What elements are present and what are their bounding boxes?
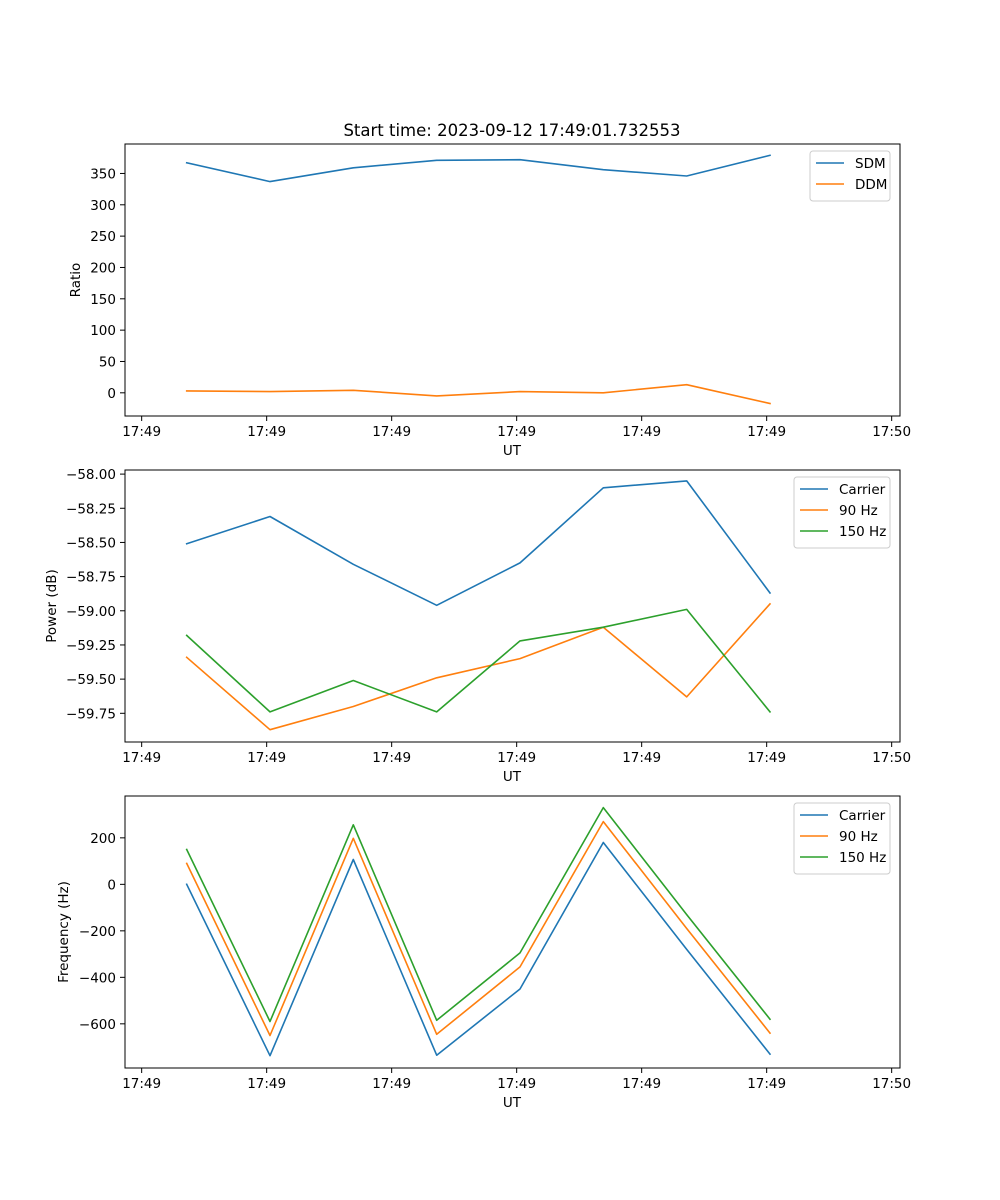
y-tick-label: 200: [90, 831, 116, 847]
series-line-ddm: [185, 383, 771, 405]
series-line-sdm: [185, 154, 771, 183]
y-tick-label: −58.75: [66, 570, 116, 586]
figure-title: Start time: 2023-09-12 17:49:01.732553: [343, 121, 680, 140]
y-tick-label: 0: [107, 877, 116, 893]
y-tick-label: −600: [79, 1017, 116, 1033]
legend-label: Carrier: [839, 482, 886, 498]
x-tick-label: 17:49: [747, 424, 786, 440]
legend-label: SDM: [855, 156, 886, 172]
x-tick-label: 17:49: [497, 750, 536, 766]
y-tick-label: −59.75: [66, 706, 116, 722]
y-tick-label: −59.00: [66, 604, 116, 620]
series-line-90-hz: [185, 820, 772, 1037]
y-tick-label: 350: [90, 166, 116, 182]
x-tick-label: 17:49: [122, 750, 161, 766]
legend: Carrier 90 Hz 150 Hz: [793, 476, 891, 549]
y-tick-label: −58.50: [66, 535, 116, 551]
x-tick-label: 17:49: [372, 750, 411, 766]
x-tick-label: 17:49: [122, 1076, 161, 1092]
x-tick-label: 17:49: [622, 424, 661, 440]
y-tick-label: 250: [90, 229, 116, 245]
series-line-150-hz: [185, 608, 772, 714]
y-tick-label: 150: [90, 292, 116, 308]
y-tick-label: −200: [79, 924, 116, 940]
legend-label: 90 Hz: [839, 829, 878, 845]
legend: SDM DDM: [809, 150, 891, 202]
y-tick-label: 100: [90, 323, 116, 339]
y-axis-label: Ratio: [68, 263, 84, 298]
axes-frame: [124, 469, 901, 743]
legend: Carrier 90 Hz 150 Hz: [793, 802, 891, 875]
y-tick-label: −59.25: [66, 638, 116, 654]
y-tick-label: 0: [107, 386, 116, 402]
x-tick-label: 17:50: [872, 1076, 911, 1092]
y-tick-label: 50: [99, 354, 116, 370]
y-tick-label: 200: [90, 260, 116, 276]
y-axis-label: Power (dB): [44, 569, 60, 642]
x-tick-label: 17:49: [622, 750, 661, 766]
x-tick-label: 17:50: [872, 750, 911, 766]
y-tick-label: −58.00: [66, 467, 116, 483]
x-tick-label: 17:49: [497, 424, 536, 440]
x-axis-label: UT: [503, 443, 522, 459]
axes-frame: [124, 795, 901, 1069]
series-line-150-hz: [185, 806, 772, 1023]
x-tick-label: 17:49: [747, 750, 786, 766]
legend-label: Carrier: [839, 808, 886, 824]
x-tick-label: 17:49: [247, 750, 286, 766]
x-tick-label: 17:49: [372, 424, 411, 440]
series-line-90-hz: [185, 602, 772, 731]
legend-label: 150 Hz: [839, 524, 886, 540]
series-line-carrier: [185, 841, 772, 1057]
x-tick-label: 17:49: [497, 1076, 536, 1092]
y-tick-label: 300: [90, 198, 116, 214]
x-tick-label: 17:49: [122, 424, 161, 440]
legend-label: 90 Hz: [839, 503, 878, 519]
x-tick-label: 17:49: [622, 1076, 661, 1092]
x-axis-label: UT: [503, 769, 522, 785]
y-tick-label: −400: [79, 970, 116, 986]
y-tick-label: −59.50: [66, 672, 116, 688]
chart-panel-1: 17:49 17:49 17:49 17:49 17:49 17:49 17:50 0 50 10…: [68, 143, 911, 459]
y-axis-label: Frequency (Hz): [56, 881, 72, 983]
y-tick-label: −58.25: [66, 501, 116, 517]
x-tick-label: 17:49: [372, 1076, 411, 1092]
x-tick-label: 17:49: [747, 1076, 786, 1092]
chart-panel-2: 17:49 17:49 17:49 17:49 17:49 17:49 17:50 −59.7…: [44, 467, 911, 785]
x-tick-label: 17:50: [872, 424, 911, 440]
x-tick-label: 17:49: [247, 424, 286, 440]
legend-label: 150 Hz: [839, 850, 886, 866]
axes-frame: [124, 143, 901, 417]
x-axis-label: UT: [503, 1095, 522, 1111]
legend-label: DDM: [855, 177, 887, 193]
x-tick-label: 17:49: [247, 1076, 286, 1092]
series-line-carrier: [185, 480, 772, 607]
chart-panel-3: 17:49 17:49 17:49 17:49 17:49 17:49 17:50 −600 −…: [56, 795, 911, 1111]
